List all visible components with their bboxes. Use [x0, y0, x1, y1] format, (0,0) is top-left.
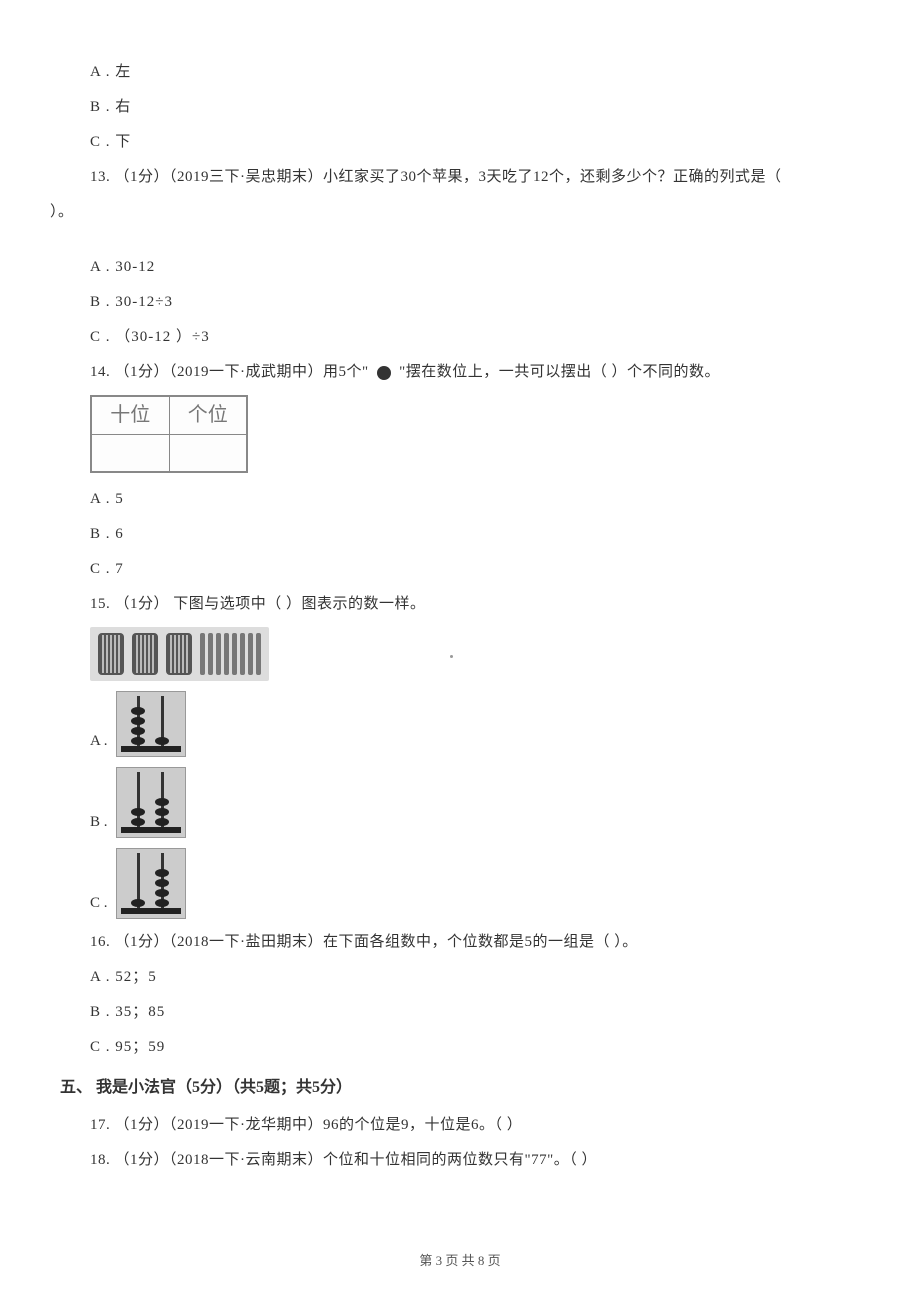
- stick-icon: [200, 633, 205, 675]
- q13-option-a: A . 30-12: [90, 255, 870, 279]
- stick-icon: [232, 633, 237, 675]
- question-18: 18. （1分）（2018一下·云南期末）个位和十位相同的两位数只有"77"。（…: [90, 1148, 870, 1172]
- stick-icon: [256, 633, 261, 675]
- question-14: 14. （1分）（2019一下·成武期中）用5个" "摆在数位上，一共可以摆出（…: [90, 360, 870, 384]
- stick-icon: [248, 633, 253, 675]
- q14-option-b: B . 6: [90, 522, 870, 546]
- q15-option-a: A .: [90, 691, 870, 757]
- question-16: 16. （1分）（2018一下·盐田期末）在下面各组数中，个位数都是5的一组是（…: [90, 930, 870, 954]
- question-17: 17. （1分）（2019一下·龙华期中）96的个位是9，十位是6。（ ）: [90, 1113, 870, 1137]
- question-13: 13. （1分）（2019三下·吴忠期末）小红家买了30个苹果，3天吃了12个，…: [90, 165, 870, 189]
- place-value-table: 十位 个位: [90, 395, 870, 473]
- page-footer: 第 3 页 共 8 页: [0, 1251, 920, 1272]
- q14-text-pre: 14. （1分）（2019一下·成武期中）用5个": [90, 364, 369, 380]
- option-c-down: C . 下: [90, 130, 870, 154]
- section-5-header: 五、 我是小法官（5分）（共5题；共5分）: [60, 1075, 870, 1101]
- q15-option-c: C .: [90, 848, 870, 919]
- question-13-tail: ）。: [50, 200, 870, 224]
- q16-option-b: B . 35；85: [90, 1000, 870, 1024]
- sticks-group: [200, 633, 261, 675]
- q16-option-c: C . 95；59: [90, 1035, 870, 1059]
- bundle-icon: [166, 633, 192, 675]
- q14-option-c: C . 7: [90, 557, 870, 581]
- bundle-icon: [132, 633, 158, 675]
- q16-option-a: A . 52；5: [90, 965, 870, 989]
- stick-icon: [216, 633, 221, 675]
- q13-option-c: C . （30-12 ）÷3: [90, 325, 870, 349]
- bundles-sticks-image: [90, 627, 870, 681]
- q15-option-b-label: B .: [90, 810, 108, 838]
- table-cell-ones: [169, 434, 247, 472]
- table-cell-tens: [91, 434, 169, 472]
- decorative-dot: [450, 655, 453, 658]
- option-b-right: B . 右: [90, 95, 870, 119]
- abacus-b-icon: [116, 767, 186, 838]
- q15-option-a-label: A .: [90, 729, 108, 757]
- q15-option-b: B .: [90, 767, 870, 838]
- abacus-a-icon: [116, 691, 186, 757]
- stick-icon: [240, 633, 245, 675]
- option-a-left: A . 左: [90, 60, 870, 84]
- question-15: 15. （1分） 下图与选项中（ ）图表示的数一样。: [90, 592, 870, 616]
- table-header-tens: 十位: [91, 396, 169, 434]
- bundle-icon: [98, 633, 124, 675]
- black-dot-icon: [377, 366, 391, 380]
- q14-text-post: "摆在数位上，一共可以摆出（ ）个不同的数。: [399, 364, 720, 380]
- stick-icon: [208, 633, 213, 675]
- q14-option-a: A . 5: [90, 487, 870, 511]
- q15-option-c-label: C .: [90, 891, 108, 919]
- q13-option-b: B . 30-12÷3: [90, 290, 870, 314]
- table-header-ones: 个位: [169, 396, 247, 434]
- stick-icon: [224, 633, 229, 675]
- abacus-c-icon: [116, 848, 186, 919]
